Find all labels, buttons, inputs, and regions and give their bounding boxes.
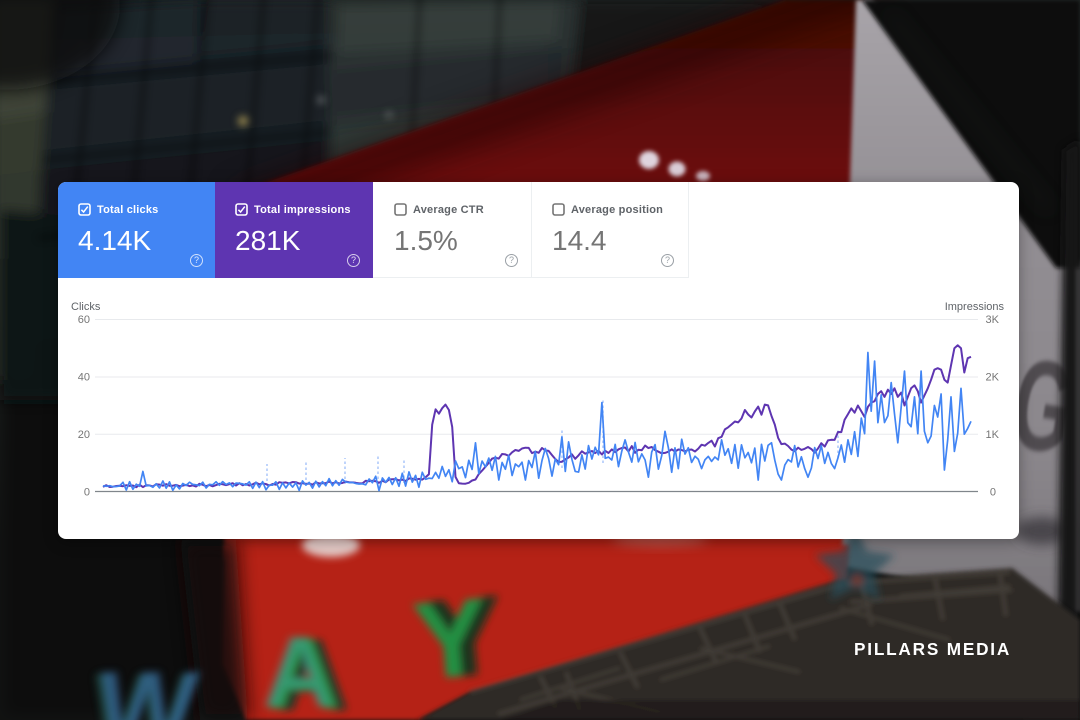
svg-text:A: A: [262, 616, 334, 720]
svg-text:0: 0: [990, 487, 996, 499]
svg-text:3K: 3K: [986, 314, 1000, 326]
svg-text:60: 60: [78, 314, 90, 326]
svg-text:Y: Y: [409, 575, 493, 704]
svg-text:A: A: [276, 618, 350, 720]
svg-text:A: A: [266, 616, 340, 720]
svg-text:1K: 1K: [986, 429, 1000, 441]
svg-text:Y: Y: [423, 571, 508, 702]
svg-text:40: 40: [78, 372, 90, 384]
svg-text:Clicks: Clicks: [71, 301, 101, 313]
svg-text:W: W: [85, 650, 200, 720]
svg-text:W: W: [91, 651, 203, 720]
svg-text:0: 0: [84, 487, 90, 499]
svg-text:Impressions: Impressions: [945, 301, 1005, 313]
svg-text:20: 20: [78, 429, 90, 441]
svg-text:2K: 2K: [986, 372, 1000, 384]
